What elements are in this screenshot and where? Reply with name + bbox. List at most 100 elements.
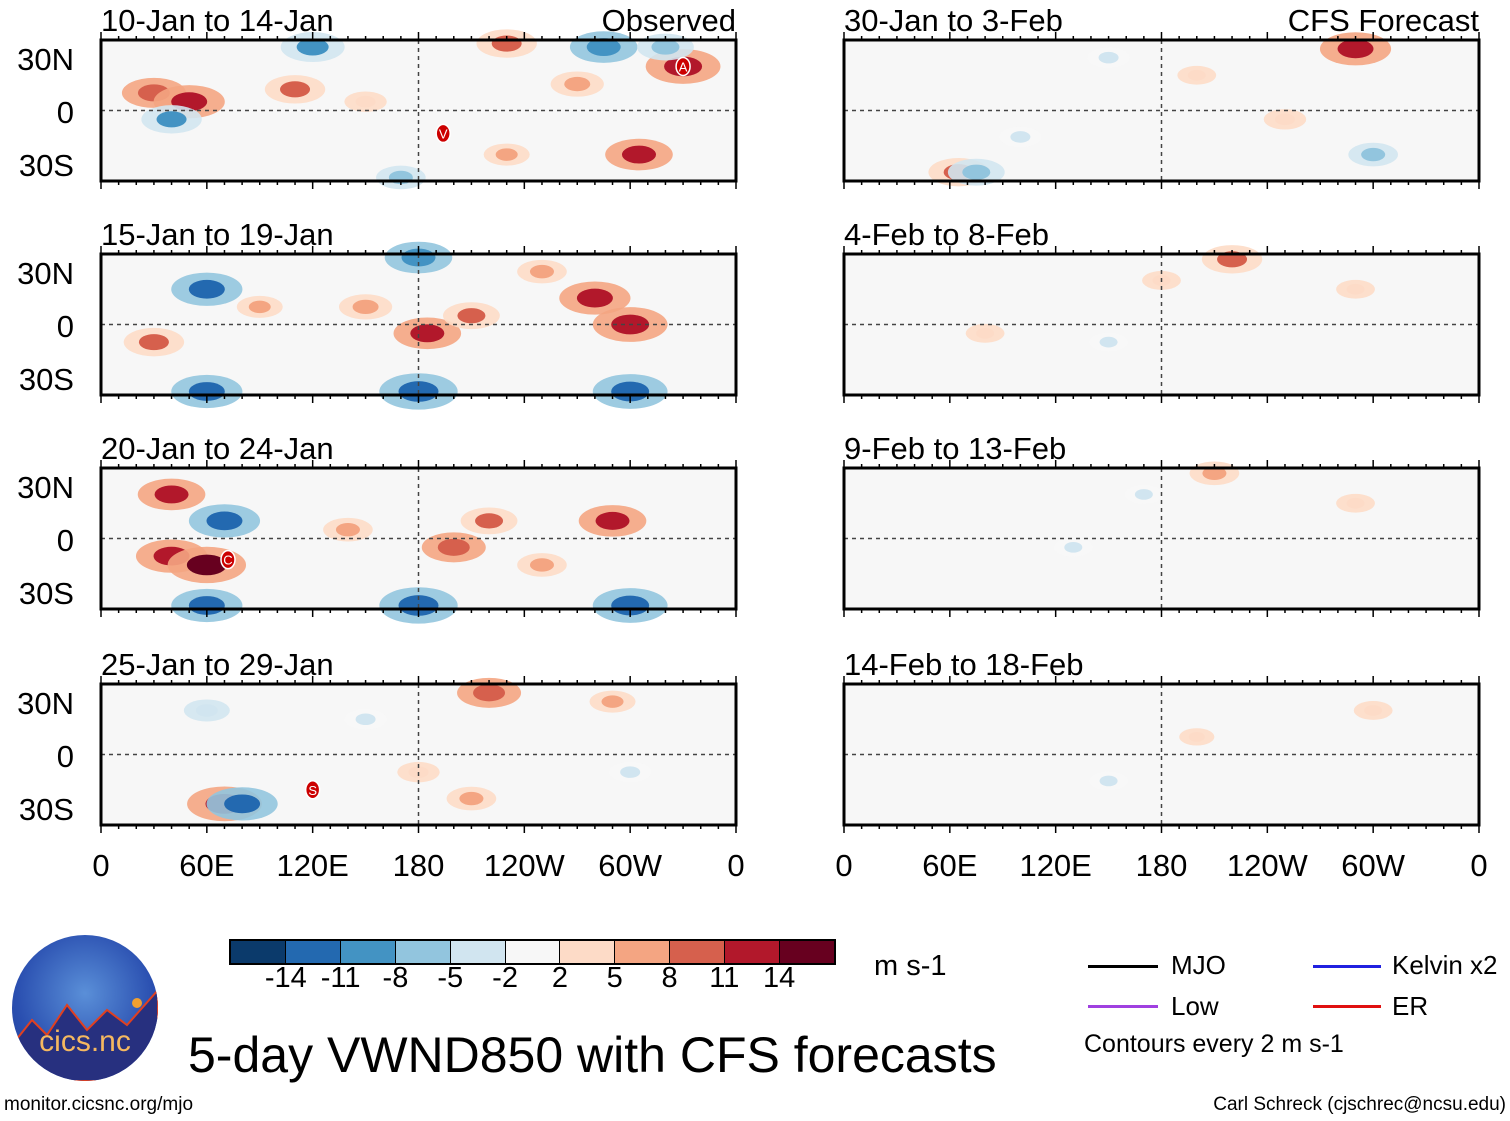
anomaly-core xyxy=(1361,147,1386,162)
legend-line-low xyxy=(1088,1005,1158,1008)
anomaly-core xyxy=(529,264,554,279)
legend-label-kelvin: Kelvin x2 xyxy=(1392,950,1498,980)
lon-tick-label: 180 xyxy=(392,848,445,883)
anomaly-core xyxy=(564,76,591,92)
anomaly-core xyxy=(1064,541,1083,553)
colorbar-label: 2 xyxy=(551,962,568,994)
colorbar-swatch xyxy=(450,941,506,963)
anomaly-core xyxy=(601,695,624,708)
colorbar-label: -2 xyxy=(492,962,518,994)
observed-label: Observed xyxy=(601,3,736,38)
anomaly-core xyxy=(1099,775,1118,787)
panel-title: 14-Feb to 18-Feb xyxy=(844,647,1084,682)
lon-tick-label: 60W xyxy=(1341,848,1406,883)
colorbar-swatch xyxy=(505,941,561,963)
anomaly-core xyxy=(976,327,995,339)
marker-letter: V xyxy=(439,126,448,141)
figure-title: 5-day VWND850 with CFS forecasts xyxy=(188,1027,997,1083)
anomaly-core xyxy=(1346,497,1365,509)
legend-label-mjo: MJO xyxy=(1171,950,1226,980)
map-panel: C xyxy=(99,460,738,624)
colorbar-label: 5 xyxy=(606,962,623,994)
disturbance-marker: S xyxy=(304,780,321,800)
lon-tick-label: 0 xyxy=(835,848,853,883)
logo-mountains-icon xyxy=(12,988,158,1081)
anomaly-core xyxy=(1010,131,1031,143)
footer-credit: Carl Schreck (cjschrec@ncsu.edu) xyxy=(1213,1094,1506,1115)
lat-tick-label: 30N xyxy=(17,42,74,77)
lat-tick-label: 30N xyxy=(17,256,74,291)
anomaly-core xyxy=(495,148,518,161)
lat-tick-label: 0 xyxy=(56,739,74,774)
map-panel: S xyxy=(99,676,738,833)
colorbar-swatch xyxy=(340,941,396,963)
colorbar-label: 14 xyxy=(763,962,796,994)
anomaly-core xyxy=(352,299,379,315)
anomaly-core xyxy=(595,511,630,530)
lon-tick-label: 60E xyxy=(922,848,978,883)
lon-tick-label: 0 xyxy=(92,848,110,883)
anomaly-core xyxy=(186,554,227,576)
lon-tick-label: 60W xyxy=(598,848,663,883)
anomaly-core xyxy=(475,513,504,529)
map-panel xyxy=(99,241,738,410)
anomaly-core xyxy=(248,300,271,314)
anomaly-core xyxy=(410,324,445,343)
panel-title: 20-Jan to 24-Jan xyxy=(101,431,334,466)
lat-tick-label: 0 xyxy=(56,309,74,344)
colorbar-label: 11 xyxy=(709,962,740,994)
anomaly-core xyxy=(195,704,218,717)
anomaly-core xyxy=(576,288,613,308)
anomaly-core xyxy=(280,81,311,98)
anomaly-core xyxy=(1188,731,1205,742)
lat-tick-label: 30S xyxy=(18,792,74,827)
lon-tick-label: 60E xyxy=(179,848,235,883)
anomaly-core xyxy=(1134,489,1153,500)
anomaly-core xyxy=(1187,69,1206,81)
anomaly-core xyxy=(529,558,554,572)
legend-line-mjo xyxy=(1088,965,1158,968)
anomaly-core xyxy=(355,95,376,108)
panel-title: 30-Jan to 3-Feb xyxy=(844,3,1063,38)
colorbar-label: -14 xyxy=(264,962,307,994)
anomaly-core xyxy=(621,145,656,164)
footer-url: monitor.cicsnc.org/mjo xyxy=(4,1094,194,1115)
lon-tick-label: 120E xyxy=(276,848,349,883)
anomaly-core xyxy=(459,791,484,806)
legend-line-er xyxy=(1313,1005,1381,1008)
lat-tick-label: 30N xyxy=(17,686,74,721)
map-panel xyxy=(842,676,1481,833)
colorbar-label: -5 xyxy=(437,962,464,994)
anomaly-core xyxy=(586,38,621,56)
anomaly-core xyxy=(296,38,329,56)
lat-tick-label: 30S xyxy=(18,362,74,397)
anomaly-core xyxy=(437,538,470,556)
anomaly-core xyxy=(154,485,189,504)
map-panel xyxy=(842,245,1481,403)
lat-tick-label: 0 xyxy=(56,95,74,130)
lat-tick-label: 30N xyxy=(17,470,74,505)
colorbar-swatch xyxy=(231,941,286,963)
anomaly-core xyxy=(473,684,506,702)
logo-text: cics.nc xyxy=(39,1025,131,1058)
lat-tick-label: 30S xyxy=(18,576,74,611)
map-panel xyxy=(842,32,1481,189)
marker-letter: S xyxy=(308,783,317,798)
cics-logo: cics.nc xyxy=(12,935,158,1081)
lon-tick-label: 120E xyxy=(1019,848,1092,883)
anomaly-core xyxy=(188,279,225,299)
anomaly-core xyxy=(620,766,641,778)
anomaly-core xyxy=(1364,705,1383,716)
lon-tick-label: 0 xyxy=(727,848,745,883)
anomaly-core xyxy=(224,794,261,814)
marker-letter: A xyxy=(679,59,688,74)
anomaly-core xyxy=(962,164,991,180)
colorbar-swatch xyxy=(615,941,671,963)
anomaly-core xyxy=(1099,336,1118,348)
anomaly-core xyxy=(206,511,243,531)
panel-title: 15-Jan to 19-Jan xyxy=(101,217,334,252)
colorbar xyxy=(229,939,836,965)
anomaly-core xyxy=(138,334,169,351)
lat-tick-label: 30S xyxy=(18,148,74,183)
